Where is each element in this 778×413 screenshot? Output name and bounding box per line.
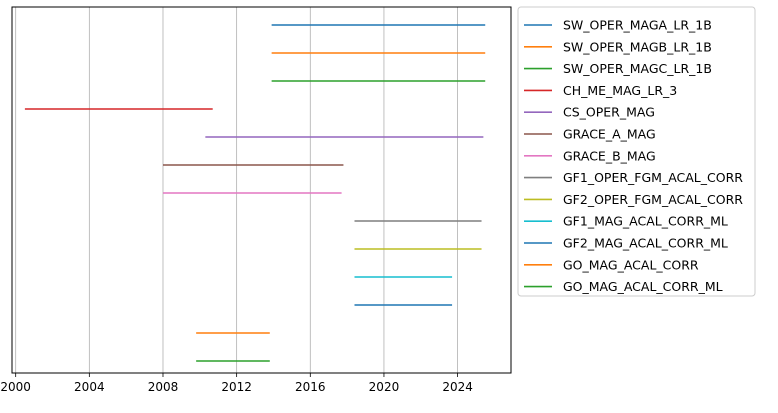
legend-frame [517, 6, 756, 297]
legend-label-gf1-mag-acal-corr-ml: GF1_MAG_ACAL_CORR_ML [563, 214, 728, 229]
x-tick-label-2024: 2024 [442, 380, 473, 394]
legend-label-go-mag-acal-corr-ml: GO_MAG_ACAL_CORR_ML [563, 279, 723, 294]
timeline-bars [24, 24, 486, 362]
x-tick-label-2016: 2016 [295, 380, 326, 394]
legend: SW_OPER_MAGA_LR_1B SW_OPER_MAGB_LR_1B SW_O… [517, 6, 756, 297]
legend-label-grace-a-mag: GRACE_A_MAG [563, 127, 656, 142]
legend-label-sw-oper-magb-lr-1b: SW_OPER_MAGB_LR_1B [563, 39, 712, 54]
x-tick-label-2000: 2000 [0, 380, 31, 394]
x-tick-label-2020: 2020 [369, 380, 400, 394]
x-tick-label-2012: 2012 [221, 380, 252, 394]
legend-label-grace-b-mag: GRACE_B_MAG [563, 148, 656, 163]
legend-label-cs-oper-mag: CS_OPER_MAG [563, 105, 655, 120]
legend-label-gf2-oper-fgm-acal-corr: GF2_OPER_FGM_ACAL_CORR [563, 192, 743, 207]
legend-label-gf1-oper-fgm-acal-corr: GF1_OPER_FGM_ACAL_CORR [563, 170, 743, 185]
legend-label-go-mag-acal-corr: GO_MAG_ACAL_CORR [563, 257, 699, 272]
grid-lines [15, 7, 459, 373]
plot-frame [11, 6, 512, 374]
legend-label-ch-me-mag-lr-3: CH_ME_MAG_LR_3 [563, 83, 677, 98]
x-axis: 2000 2004 2008 2012 2016 2020 2024 [0, 373, 473, 394]
legend-label-sw-oper-magc-lr-1b: SW_OPER_MAGC_LR_1B [563, 61, 712, 76]
legend-label-sw-oper-maga-lr-1b: SW_OPER_MAGA_LR_1B [563, 18, 712, 33]
x-tick-label-2004: 2004 [74, 380, 105, 394]
legend-label-gf2-mag-acal-corr-ml: GF2_MAG_ACAL_CORR_ML [563, 236, 728, 251]
x-tick-label-2008: 2008 [148, 380, 179, 394]
